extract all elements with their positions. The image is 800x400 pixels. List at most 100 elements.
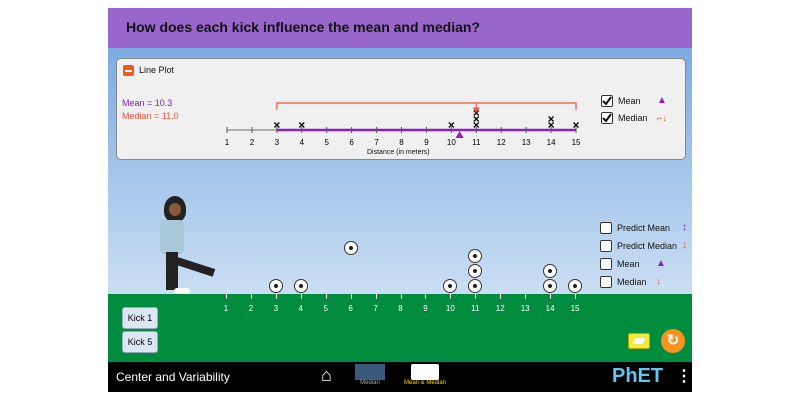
phet-logo[interactable]: PhET [612,365,664,387]
data-x-mark [548,122,555,128]
soccer-ball[interactable] [468,279,483,293]
collapse-button[interactable] [123,65,134,76]
field-tick [425,294,427,299]
field-tick-label: 6 [348,304,353,313]
axis-tick-label: 11 [472,138,481,147]
axis-tick-label: 15 [572,138,581,147]
option-checkbox[interactable] [600,240,612,252]
soccer-ball[interactable] [468,249,483,263]
field-tick [475,294,477,299]
field-tick [500,294,502,299]
option-mean[interactable]: Mean ▲ [600,258,690,272]
line-plot: 1 2 3 4 5 6 7 8 9 10 11 12 13 14 15 [225,102,581,147]
panel-title: Line Plot [139,65,175,75]
median-checkbox[interactable] [601,112,613,124]
screen-mean-median-label: Mean & Median [403,380,447,386]
option-label: Median [617,277,647,287]
data-x-mark [473,116,480,122]
mean-value: Mean = 10.3 [122,98,173,108]
option-label: Predict Median [617,241,678,251]
field-tick-label: 13 [520,304,530,313]
option-label: Predict Mean [617,223,671,233]
field-tick-label: 15 [570,304,580,313]
ground [108,294,692,362]
axis-tick-label: 2 [250,138,255,147]
menu-icon[interactable]: ⋮ [676,368,692,385]
kick-1-button[interactable]: Kick 1 [122,307,158,329]
option-checkbox[interactable] [600,258,612,270]
option-checkbox[interactable] [600,276,612,288]
eraser-button[interactable] [628,333,650,349]
field-tick [350,294,352,299]
option-predict-median[interactable]: Predict Median ↕ [600,240,690,254]
soccer-ball[interactable] [443,279,458,293]
mean-triangle [455,131,464,138]
soccer-ball[interactable] [568,279,583,293]
soccer-ball[interactable] [293,279,308,293]
mean-checkbox[interactable] [601,95,613,107]
data-x-mark [548,116,555,122]
checkmark-icon [602,96,612,106]
legend-mean-label: Mean [618,96,641,106]
mean-triangle-icon: ▲ [657,95,667,106]
data-x-mark [448,122,455,128]
field-tick-label: 10 [445,304,455,313]
axis-tick-label: 5 [324,138,329,147]
soccer-ball[interactable] [468,264,483,278]
data-x-mark [298,122,305,128]
mean-triangle-icon: ▲ [656,258,666,269]
header: How does each kick influence the mean an… [108,8,692,48]
field-tick-label: 11 [471,304,480,313]
median-arrow [472,103,480,113]
field-tick-label: 7 [373,304,378,313]
field-tick-label: 3 [273,304,279,313]
axis-label: Distance (in meters) [367,149,430,156]
screen-mean-median[interactable]: Mean & Median [395,364,455,390]
field-tick-label: 1 [223,304,229,313]
field-tick [525,294,527,299]
predict-mean-icon: ↕ [682,222,687,233]
axis-tick-label: 9 [424,138,429,147]
soccer-ball-in-flight [343,241,358,255]
reset-button[interactable]: ↻ [661,329,685,353]
median-bracket-icon: ⌐↓ [657,113,667,123]
sim-title: Center and Variability [116,370,230,384]
legend-median-label: Median [618,113,648,123]
median-arrow-icon: ↓ [656,276,661,287]
field-tick-label: 8 [398,304,403,313]
field-tick-label: 9 [423,304,428,313]
median-bracket [276,102,577,110]
home-icon[interactable]: ⌂ [321,365,332,385]
axis-tick-label: 1 [225,138,230,147]
field-tick [325,294,327,299]
kick-5-button[interactable]: Kick 5 [122,331,158,353]
screen-median[interactable]: Median [355,364,385,390]
field-tick [275,294,277,299]
median-screen-thumbnail [355,364,385,380]
data-x-mark [273,122,280,128]
axis-tick-label: 3 [275,138,280,147]
predict-median-icon: ↕ [682,240,687,251]
axis-tick-label: 4 [300,138,305,147]
simulation: How does each kick influence the mean an… [108,8,692,392]
option-predict-mean[interactable]: Predict Mean ↕ [600,222,690,236]
field-tick [550,294,552,299]
data-x-mark [473,122,480,128]
median-value: Median = 11.0 [122,111,179,121]
field-tick [375,294,377,299]
soccer-ball[interactable] [543,264,558,278]
axis-tick-label: 10 [447,138,456,147]
mean-median-screen-thumbnail [411,364,439,380]
field-tick [450,294,452,299]
option-median[interactable]: Median ↓ [600,276,690,290]
soccer-ball[interactable] [543,279,558,293]
axis-tick-label: 6 [349,138,354,147]
navigation-bar: Center and Variability ⌂ Median Mean & M… [108,362,692,392]
axis-tick-label: 8 [399,138,404,147]
screen-median-label: Median [360,380,380,386]
field-tick [250,294,252,299]
soccer-ball[interactable] [268,279,283,293]
checkmark-icon [602,113,612,123]
axis-tick-label: 7 [374,138,379,147]
option-checkbox[interactable] [600,222,612,234]
